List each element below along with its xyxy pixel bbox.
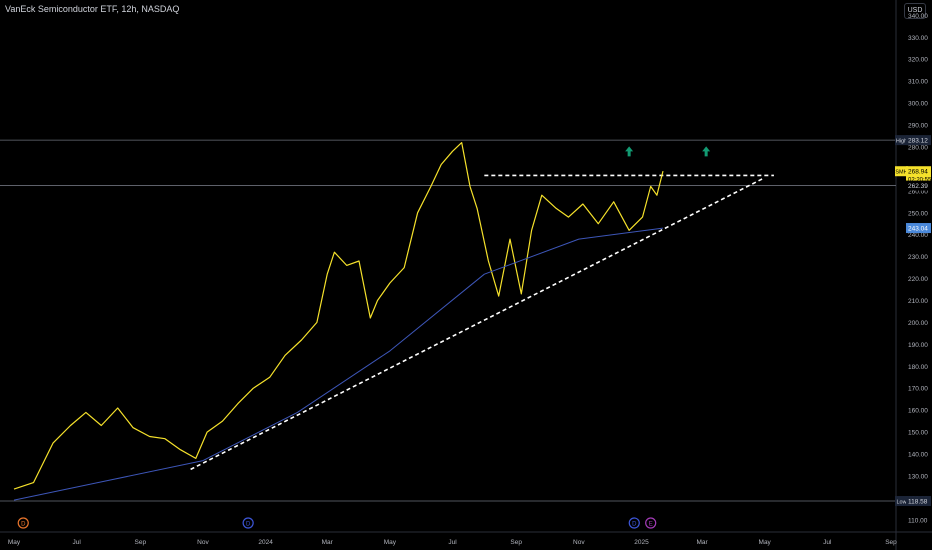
high-price-label-tag-bg: [895, 135, 908, 146]
x-tick-label: Sep: [135, 539, 147, 546]
low-price-label-value: 118.58: [908, 499, 928, 506]
y-tick-label: 230.00: [908, 254, 928, 261]
y-tick-label: 310.00: [908, 79, 928, 86]
y-tick-label: 340.00: [908, 13, 928, 20]
x-tick-label: Jul: [823, 539, 832, 546]
y-tick-label: 240.00: [908, 232, 928, 239]
event-marker-label: D: [632, 521, 637, 527]
event-marker-icon: [242, 517, 254, 529]
y-tick-label: 180.00: [908, 364, 928, 371]
high-price-label-tag: High: [896, 139, 907, 145]
x-tick-label: Mar: [696, 539, 708, 546]
y-tick-label: 260.00: [908, 188, 928, 195]
x-tick-label: Jul: [72, 539, 81, 546]
x-tick-label: May: [759, 539, 772, 546]
x-tick-label: Sep: [885, 539, 897, 546]
y-tick-label: 140.00: [908, 452, 928, 459]
event-marker-label: E: [649, 521, 653, 527]
event-marker-icon: [628, 517, 640, 529]
event-marker-label: D: [21, 521, 26, 527]
x-tick-label: May: [384, 539, 397, 546]
y-tick-label: 320.00: [908, 57, 928, 64]
event-marker-label: D: [246, 521, 251, 527]
trendline: [190, 176, 766, 471]
y-tick-label: 160.00: [908, 408, 928, 415]
level-price-label-bg: [906, 180, 931, 191]
y-tick-label: 250.00: [908, 210, 928, 217]
last-price-label-value: 268.94: [908, 169, 928, 176]
y-tick-label: 220.00: [908, 276, 928, 283]
x-tick-label: 2025: [634, 539, 649, 546]
x-tick-label: Sep: [510, 539, 522, 546]
y-tick-label: 280.00: [908, 144, 928, 151]
y-tick-label: 330.00: [908, 35, 928, 42]
y-tick-label: 170.00: [908, 386, 928, 393]
ma-price-label-value: 243.04: [908, 226, 928, 233]
x-tick-label: Nov: [197, 539, 209, 546]
y-tick-label: 300.00: [908, 101, 928, 108]
x-tick-label: Nov: [573, 539, 585, 546]
x-tick-label: Jul: [448, 539, 457, 546]
low-price-label-tag-bg: [895, 496, 908, 507]
last-price-label-tag-bg: [895, 166, 908, 177]
up-arrow-icon: [625, 146, 634, 157]
y-tick-label: 190.00: [908, 342, 928, 349]
high-price-label-bg: [906, 135, 931, 146]
chart-title: VanEck Semiconductor ETF, 12h, NASDAQ: [5, 4, 180, 14]
y-tick-label: 150.00: [908, 430, 928, 437]
y-tick-label: 130.00: [908, 473, 928, 480]
ma-price-label-bg: [906, 223, 931, 234]
up-arrow-icon: [702, 146, 711, 157]
y-tick-label: 110.00: [908, 517, 928, 524]
x-tick-label: 2024: [258, 539, 273, 546]
low-price-label-tag: Low: [896, 500, 906, 506]
high-price-label-value: 283.12: [908, 138, 928, 145]
event-marker-icon: [17, 517, 29, 529]
event-marker-icon: [645, 517, 657, 529]
x-tick-label: May: [8, 539, 21, 546]
x-tick-label: Mar: [322, 539, 334, 546]
last-price-label-tag: SMH: [895, 170, 907, 176]
y-tick-label: 210.00: [908, 298, 928, 305]
last-price-label-bg: [906, 166, 931, 185]
price-line: [13, 142, 664, 490]
y-tick-label: 290.00: [908, 123, 928, 130]
moving-average-line: [13, 227, 664, 501]
currency-button[interactable]: USD: [904, 3, 926, 19]
y-tick-label: 200.00: [908, 320, 928, 327]
low-price-label-bg: [906, 496, 931, 507]
level-price-label-value: 262.39: [908, 183, 928, 190]
